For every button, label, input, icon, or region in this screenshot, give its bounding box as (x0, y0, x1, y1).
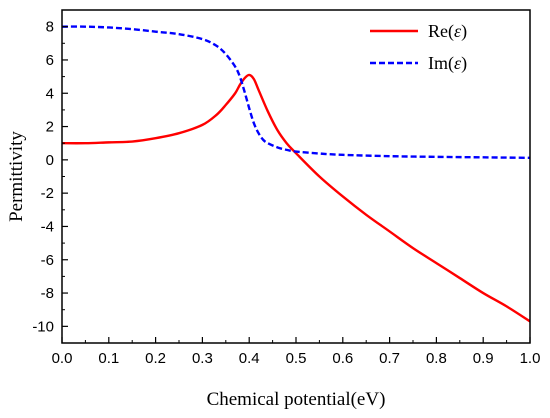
x-tick-label: 0.5 (286, 350, 307, 367)
legend: Re(ε) Im(ε) (370, 21, 467, 74)
x-axis-title: Chemical potential(eV) (207, 389, 386, 410)
x-tick-label: 1.0 (520, 350, 541, 367)
legend-label-im: Im(ε) (428, 53, 467, 74)
y-axis-title: Permittivity (6, 131, 27, 222)
y-tick-label: 6 (46, 52, 54, 69)
y-tick-label: -4 (41, 218, 54, 235)
series-line-im (62, 25, 530, 160)
series-line-re (62, 73, 530, 323)
y-tick-label: 8 (46, 19, 54, 36)
x-tick-label: 0.4 (239, 350, 260, 367)
legend-label-re: Re(ε) (428, 21, 467, 42)
y-tick-label: -8 (41, 285, 54, 302)
y-tick-label: 4 (46, 85, 54, 102)
tick-labels: 0.0 0.1 0.2 0.3 0.4 0.5 0.6 0.7 0.8 0.9 1.0 8 6 4 2 0 -2… (32, 19, 540, 367)
ticks-layer (61, 9, 531, 344)
x-tick-label: 0.9 (473, 350, 494, 367)
y-tick-label: -10 (32, 318, 54, 335)
series-layer (62, 25, 530, 323)
x-tick-label: 0.6 (332, 350, 353, 367)
y-tick-label: -6 (41, 252, 54, 269)
x-tick-label: 0.1 (98, 350, 119, 367)
y-tick-label: -2 (41, 185, 54, 202)
x-tick-label: 0.2 (145, 350, 166, 367)
y-tick-label: 2 (46, 119, 54, 136)
x-tick-label: 0.8 (426, 350, 447, 367)
x-tick-label: 0.7 (379, 350, 400, 367)
x-tick-label: 0.0 (52, 350, 73, 367)
x-tick-label: 0.3 (192, 350, 213, 367)
y-tick-label: 0 (46, 152, 54, 169)
